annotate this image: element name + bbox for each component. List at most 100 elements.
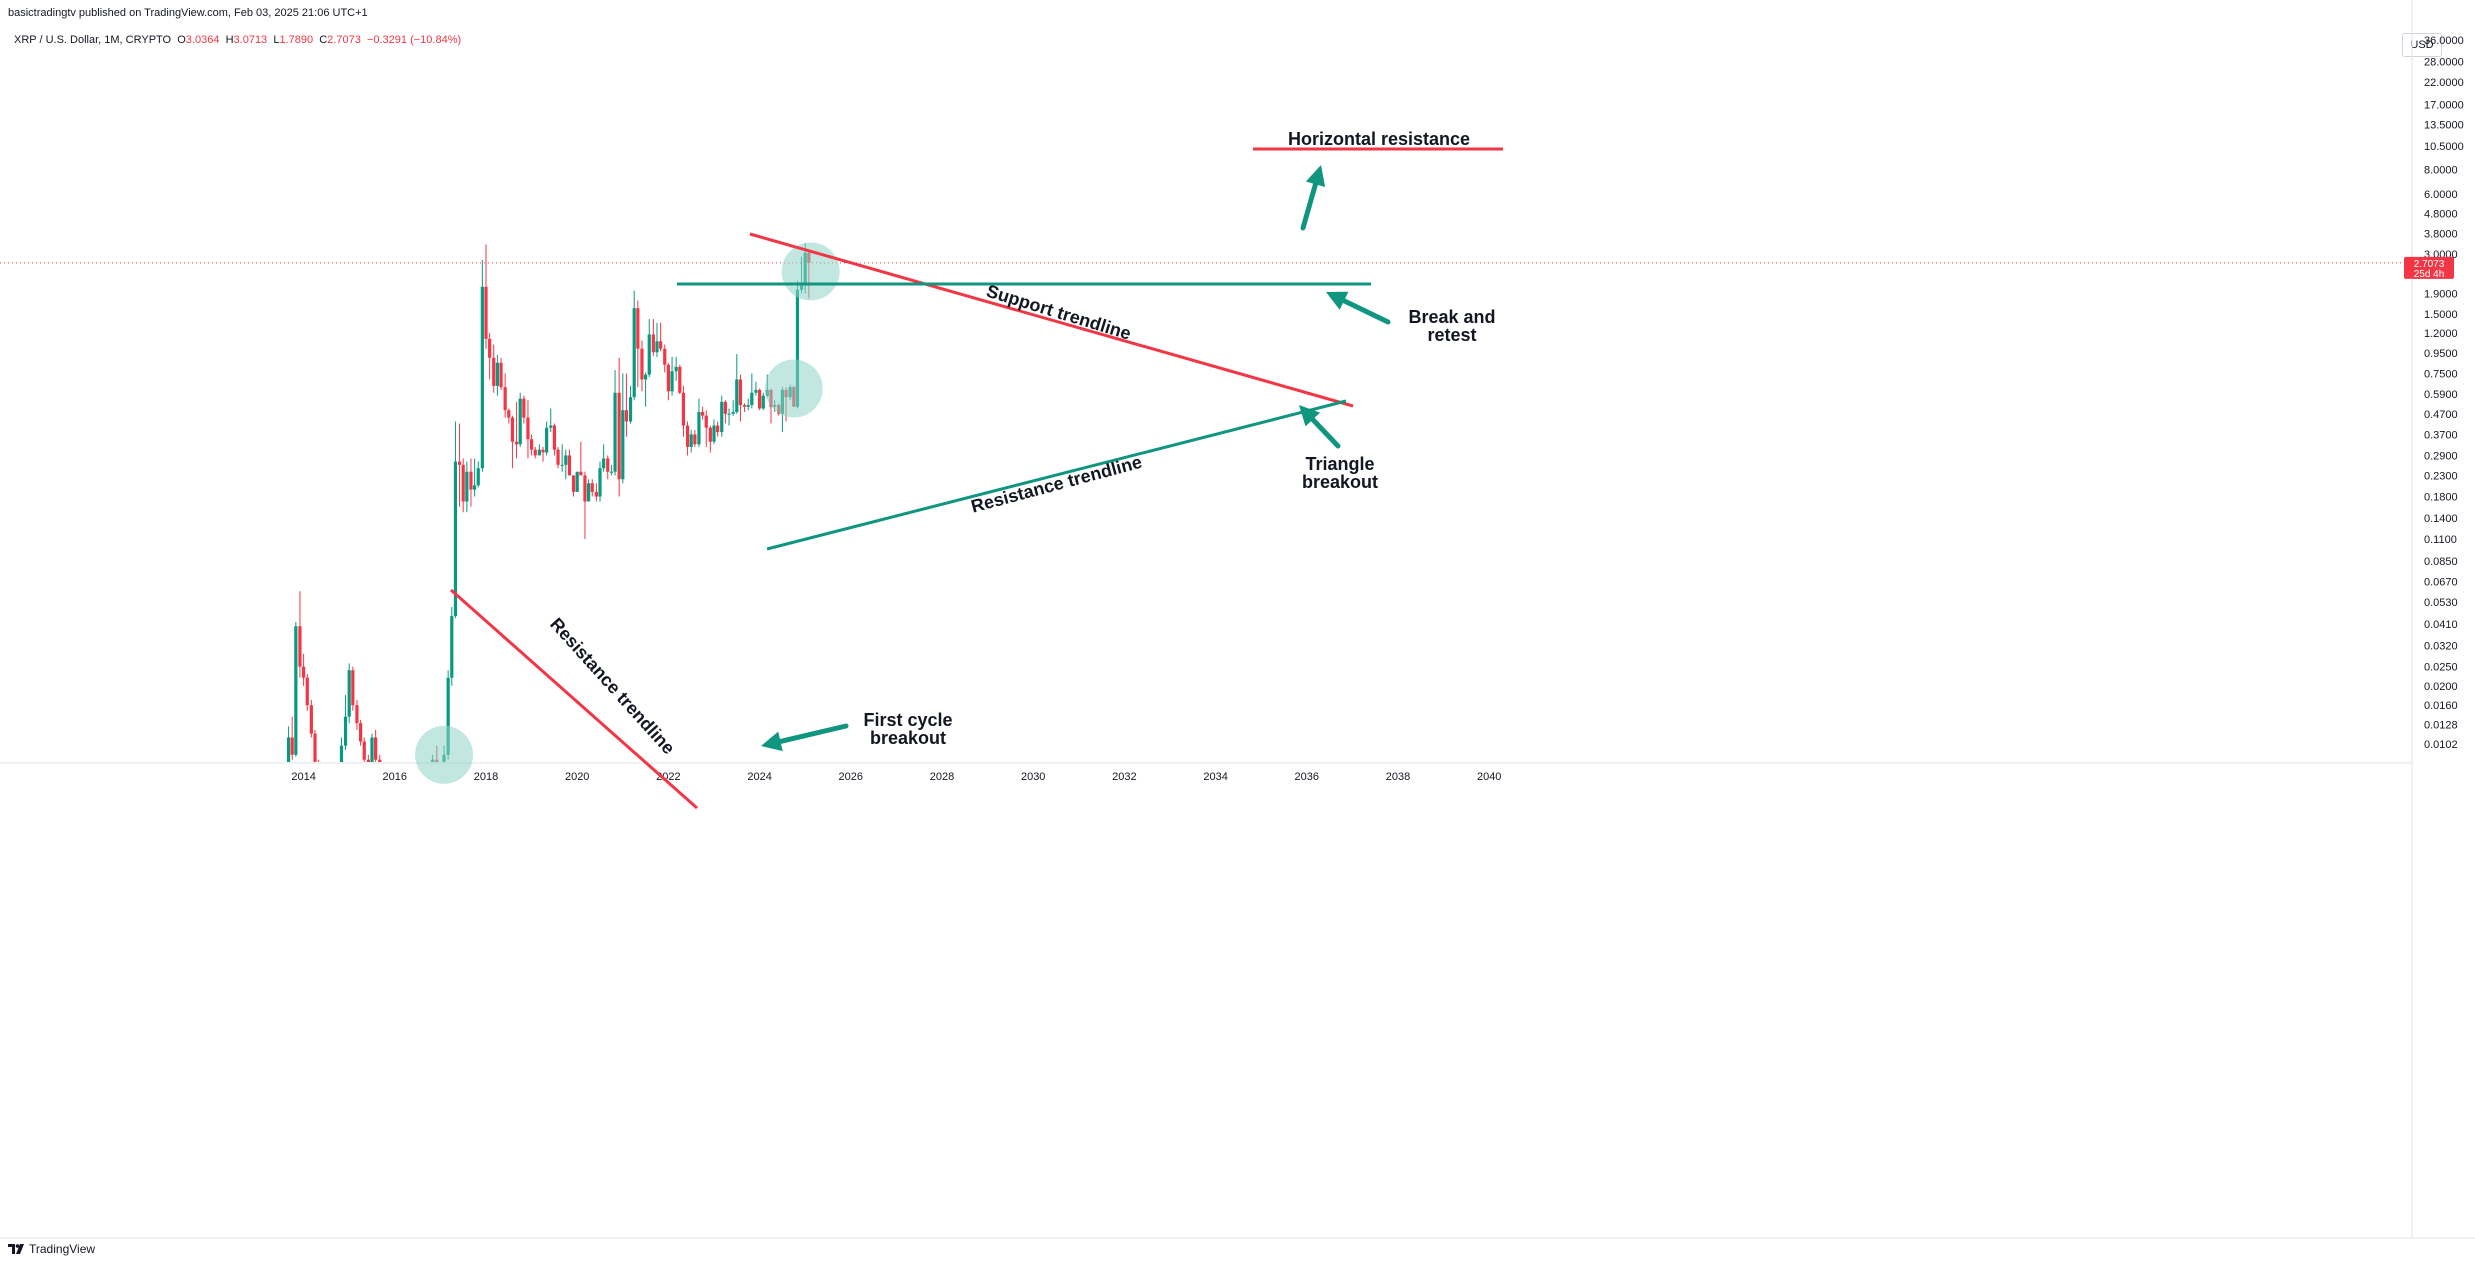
- price-tick-label: 1.2000: [2424, 328, 2458, 340]
- candle-body: [424, 786, 427, 787]
- time-tick-label: 2024: [747, 771, 771, 783]
- break-retest-label-line1: Break and: [1408, 307, 1495, 327]
- support-trendline[interactable]: [766, 399, 1347, 551]
- candle-body: [704, 415, 708, 428]
- price-tick-label: 0.0410: [2424, 619, 2458, 631]
- candle-body: [678, 366, 682, 393]
- candle-body: [742, 405, 747, 407]
- horizontal-resistance-label: Horizontal resistance: [1288, 129, 1470, 149]
- price-tick-label: 0.4700: [2424, 409, 2458, 421]
- candle-body: [503, 387, 507, 411]
- price-tick-label: 22.0000: [2424, 77, 2464, 89]
- price-tick-label: 0.0250: [2424, 662, 2458, 674]
- triangle-breakout-label-line2: breakout: [1302, 472, 1378, 492]
- candle-body: [476, 468, 480, 486]
- price-tick-label: 36.0000: [2424, 35, 2464, 47]
- candle-body: [746, 405, 750, 407]
- candle-body: [701, 411, 705, 416]
- open-value: 3.0364: [185, 34, 220, 46]
- candle-body: [305, 677, 309, 706]
- price-tick-label: 0.0530: [2424, 597, 2458, 609]
- candle-body: [685, 425, 690, 447]
- candle-body: [575, 471, 579, 492]
- candle-body: [594, 491, 598, 497]
- triangle-breakout-label-line1: Triangle: [1305, 454, 1374, 474]
- price-tick-label: 0.0128: [2424, 719, 2458, 731]
- candle-body: [420, 782, 423, 787]
- candle-body: [587, 483, 591, 502]
- candle-body: [549, 425, 553, 428]
- candle-body: [298, 626, 302, 667]
- candle-body: [393, 790, 396, 798]
- publisher-note: basictradingtv published on TradingView.…: [8, 7, 368, 19]
- change-value: −0.3291 (−10.84%): [366, 34, 462, 46]
- candle-body: [621, 410, 625, 480]
- candle-body: [495, 362, 499, 386]
- candle-body: [560, 464, 564, 466]
- candle-body: [545, 427, 549, 453]
- candle-body: [412, 784, 415, 788]
- price-tick-label: 17.0000: [2424, 99, 2464, 111]
- time-tick-label: 2022: [656, 771, 680, 783]
- candle-body: [571, 475, 576, 492]
- candle-body: [590, 483, 594, 492]
- resistance-trendline-2018[interactable]: [749, 232, 1354, 408]
- price-tick-label: 10.5000: [2424, 141, 2464, 153]
- time-tick-label: 2028: [930, 771, 954, 783]
- candle-body: [492, 357, 496, 386]
- price-tick-label: 1.5000: [2424, 309, 2458, 321]
- candle-body: [333, 809, 336, 829]
- candle-body: [750, 392, 754, 406]
- price-tick-label: 0.0160: [2424, 700, 2458, 712]
- candle-body: [541, 449, 545, 453]
- triangle-breakout-arrow-head: [1299, 405, 1321, 427]
- price-tick-label: 13.5000: [2424, 119, 2464, 131]
- candle-body: [309, 705, 313, 734]
- time-tick-label: 2014: [291, 771, 315, 783]
- candle-body: [450, 616, 454, 678]
- price-tick-label: 0.0200: [2424, 681, 2458, 693]
- candle-body: [374, 737, 378, 760]
- time-tick-label: 2036: [1295, 771, 1319, 783]
- low-value: 1.7890: [279, 34, 314, 46]
- candle-body: [761, 395, 765, 409]
- open-label: O: [177, 34, 186, 46]
- candle-body: [401, 790, 404, 793]
- candle-body: [382, 783, 385, 793]
- candle-body: [731, 411, 735, 414]
- candle-body: [321, 797, 324, 814]
- break-retest-arrow-shaft: [1341, 298, 1391, 325]
- candle-body: [355, 705, 359, 724]
- close-label: C: [319, 34, 328, 46]
- horizontal-resistance-arrow-head: [1305, 165, 1326, 187]
- resistance-trendline-2014[interactable]: [450, 588, 698, 810]
- candle-body: [294, 626, 298, 755]
- candle-body: [390, 797, 393, 802]
- candle-body: [659, 341, 663, 349]
- candle-body: [674, 366, 678, 372]
- candle-body: [552, 425, 556, 450]
- candle-body: [446, 677, 450, 755]
- candle-body: [727, 413, 731, 415]
- first-cycle-label-line2: breakout: [870, 728, 946, 748]
- candle-body: [343, 716, 348, 746]
- tradingview-brand-label: TradingView: [29, 1242, 96, 1256]
- candle-body: [647, 334, 651, 375]
- candle-body: [689, 434, 693, 447]
- candle-body: [359, 723, 363, 742]
- candle-body: [636, 308, 640, 349]
- currency-button[interactable]: USD: [2402, 33, 2442, 57]
- high-label: H: [225, 34, 234, 46]
- candle-body: [579, 471, 583, 476]
- candle-body: [366, 759, 370, 762]
- candle-body: [457, 461, 462, 465]
- last-price-badge: [2404, 256, 2454, 279]
- candle-body: [655, 341, 659, 353]
- symbol-title[interactable]: XRP / U.S. Dollar, 1M, CRYPTO: [14, 34, 172, 46]
- tradingview-logo-icon: [8, 1244, 24, 1254]
- time-tick-label: 2034: [1203, 771, 1227, 783]
- candle-body: [510, 417, 515, 442]
- candle-body: [716, 425, 720, 433]
- candle-body: [617, 392, 621, 480]
